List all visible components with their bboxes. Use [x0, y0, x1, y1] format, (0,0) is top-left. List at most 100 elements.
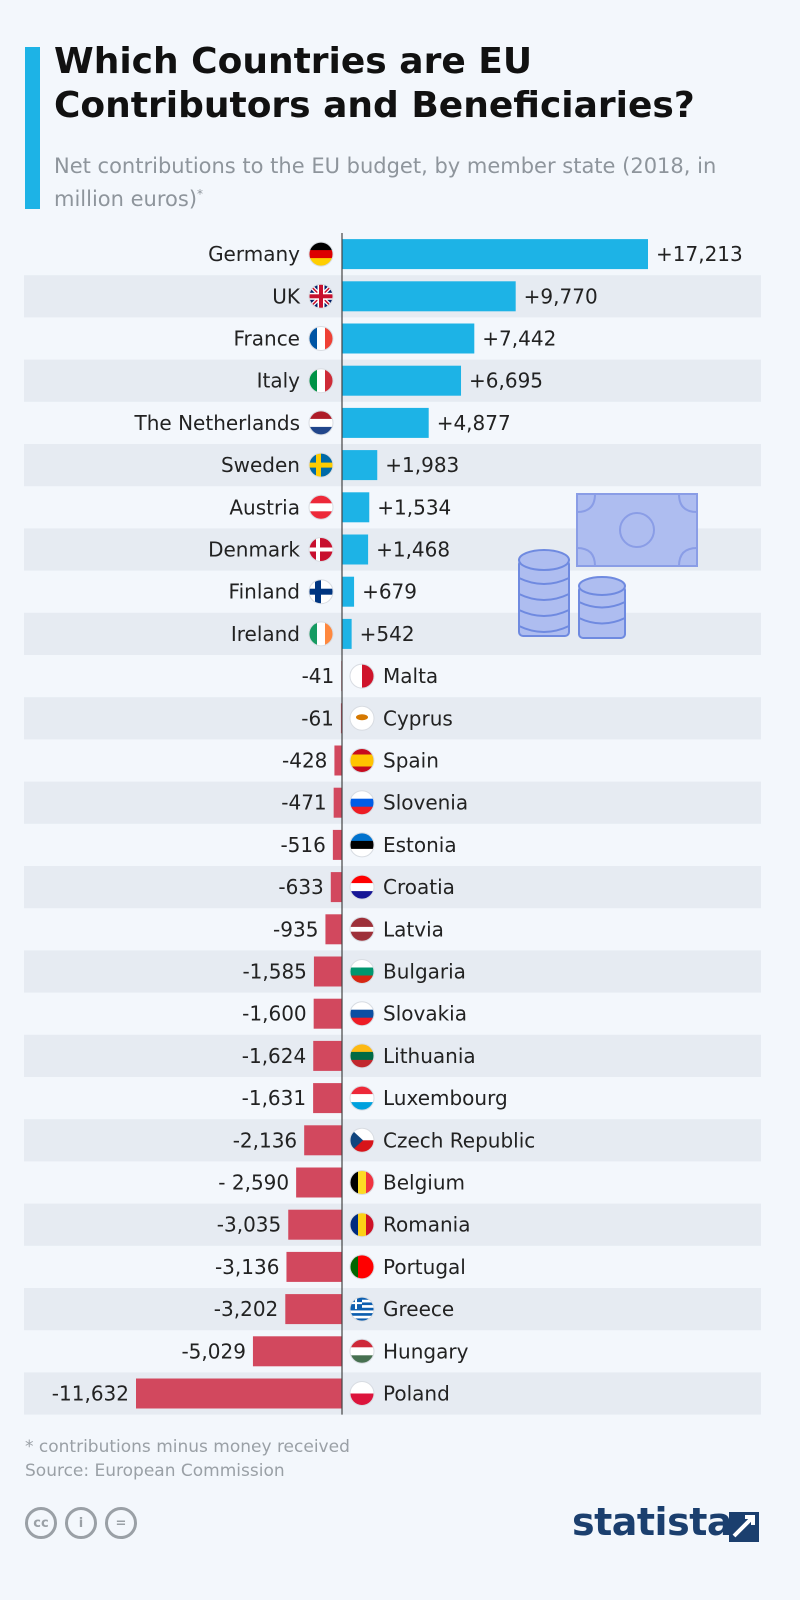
- portugal-flag-icon: [349, 1254, 375, 1280]
- value-label: -1,631: [242, 1086, 306, 1110]
- austria-flag-icon: [308, 494, 334, 520]
- slovenia-flag-icon: [349, 790, 375, 816]
- bar-16: [325, 914, 342, 945]
- source: Source: European Commission: [25, 1461, 285, 1481]
- country-label: Poland: [383, 1382, 450, 1406]
- no-derivatives-icon[interactable]: =: [105, 1507, 137, 1539]
- uk-flag-icon: [308, 283, 334, 309]
- subtitle-text: Net contributions to the EU budget, by m…: [54, 154, 717, 211]
- bar-12: [334, 745, 342, 776]
- latvia-flag-icon: [349, 916, 375, 942]
- denmark-flag-icon: [308, 537, 334, 562]
- bar-24: [286, 1251, 342, 1282]
- country-label: The Netherlands: [134, 411, 300, 435]
- value-label: - 2,590: [218, 1171, 289, 1195]
- bar-chart: Germany +17,213 UK +9,770 France +7,442 Italy +…: [24, 233, 761, 1415]
- row-stripe: [24, 612, 761, 655]
- row-stripe: [24, 1034, 761, 1077]
- value-label: -3,136: [215, 1255, 279, 1279]
- country-label: Ireland: [231, 622, 300, 646]
- hungary-flag-icon: [349, 1338, 375, 1364]
- value-label: -516: [280, 833, 325, 857]
- country-label: Finland: [229, 580, 300, 604]
- bar-19: [313, 1040, 342, 1071]
- value-label: -11,632: [52, 1382, 129, 1406]
- bar-22: [296, 1167, 342, 1198]
- country-label: UK: [272, 284, 301, 308]
- value-label: -428: [282, 749, 327, 773]
- country-label: Germany: [208, 242, 300, 266]
- bar-23: [288, 1209, 342, 1240]
- value-label: -633: [278, 875, 323, 899]
- statista-logo-mark-icon: [729, 1512, 759, 1542]
- country-label: Sweden: [221, 453, 300, 477]
- sweden-flag-icon: [308, 452, 334, 478]
- value-label: +9,770: [524, 284, 598, 308]
- bar-0: [342, 239, 648, 270]
- italy-flag-icon: [308, 368, 334, 394]
- value-label: +679: [362, 580, 417, 604]
- bulgaria-flag-icon: [349, 959, 375, 984]
- country-label: Estonia: [383, 833, 457, 857]
- value-label: +7,442: [482, 327, 556, 351]
- country-label: Portugal: [383, 1255, 466, 1279]
- country-label: Malta: [383, 664, 438, 688]
- title-accent-bar: [25, 47, 40, 209]
- country-label: Croatia: [383, 875, 455, 899]
- country-label: Slovakia: [383, 1002, 467, 1026]
- cc-icon[interactable]: cc: [25, 1507, 57, 1539]
- value-label: +1,983: [385, 453, 459, 477]
- money-illustration: [518, 493, 698, 639]
- value-label: +1,534: [377, 495, 451, 519]
- bar-1: [342, 281, 516, 312]
- country-label: Italy: [257, 369, 301, 393]
- bar-8: [342, 576, 355, 607]
- country-label: Hungary: [383, 1339, 469, 1363]
- country-label: Czech Republic: [383, 1128, 535, 1152]
- value-label: -3,035: [217, 1213, 281, 1237]
- bar-5: [342, 450, 378, 481]
- subtitle-footnote-mark: *: [197, 187, 204, 201]
- footnote: * contributions minus money received: [25, 1437, 350, 1457]
- row-stripe: [24, 866, 761, 909]
- bar-2: [342, 323, 475, 354]
- country-label: Lithuania: [383, 1044, 476, 1068]
- country-label: Luxembourg: [383, 1086, 508, 1110]
- bar-4: [342, 407, 429, 438]
- country-label: Cyprus: [383, 706, 453, 730]
- spain-flag-icon: [349, 748, 375, 773]
- value-label: +17,213: [656, 242, 743, 266]
- value-label: -5,029: [181, 1339, 245, 1363]
- belgium-flag-icon: [349, 1170, 375, 1195]
- croatia-flag-icon: [349, 874, 375, 900]
- bar-15: [330, 872, 342, 903]
- country-label: France: [233, 327, 300, 351]
- bar-14: [332, 829, 342, 860]
- bar-9: [342, 618, 352, 649]
- row-stripe: [24, 950, 761, 993]
- country-label: Latvia: [383, 917, 444, 941]
- attribution-icon[interactable]: i: [65, 1507, 97, 1539]
- chart-subtitle: Net contributions to the EU budget, by m…: [54, 152, 754, 213]
- bar-13: [333, 787, 342, 818]
- bar-7: [342, 534, 369, 565]
- finland-flag-icon: [308, 579, 334, 605]
- license-icons: cc i =: [25, 1507, 137, 1539]
- chart-title: Which Countries are EU Contributors and …: [54, 41, 695, 126]
- romania-flag-icon: [349, 1212, 375, 1238]
- estonia-flag-icon: [349, 832, 375, 858]
- value-label: +6,695: [469, 369, 543, 393]
- slovakia-flag-icon: [349, 1001, 375, 1027]
- row-stripe: [24, 1203, 761, 1246]
- cyprus-flag-icon: [349, 705, 375, 731]
- value-label: -3,202: [214, 1297, 278, 1321]
- value-label: -41: [302, 664, 335, 688]
- value-label: -61: [301, 706, 334, 730]
- malta-flag-icon: [349, 663, 375, 689]
- bar-21: [304, 1125, 342, 1156]
- country-label: Austria: [229, 495, 300, 519]
- coin-stack-icon: [518, 549, 626, 639]
- statista-logo[interactable]: statista: [571, 1500, 733, 1544]
- country-label: Belgium: [383, 1171, 465, 1195]
- row-stripe: [24, 444, 761, 487]
